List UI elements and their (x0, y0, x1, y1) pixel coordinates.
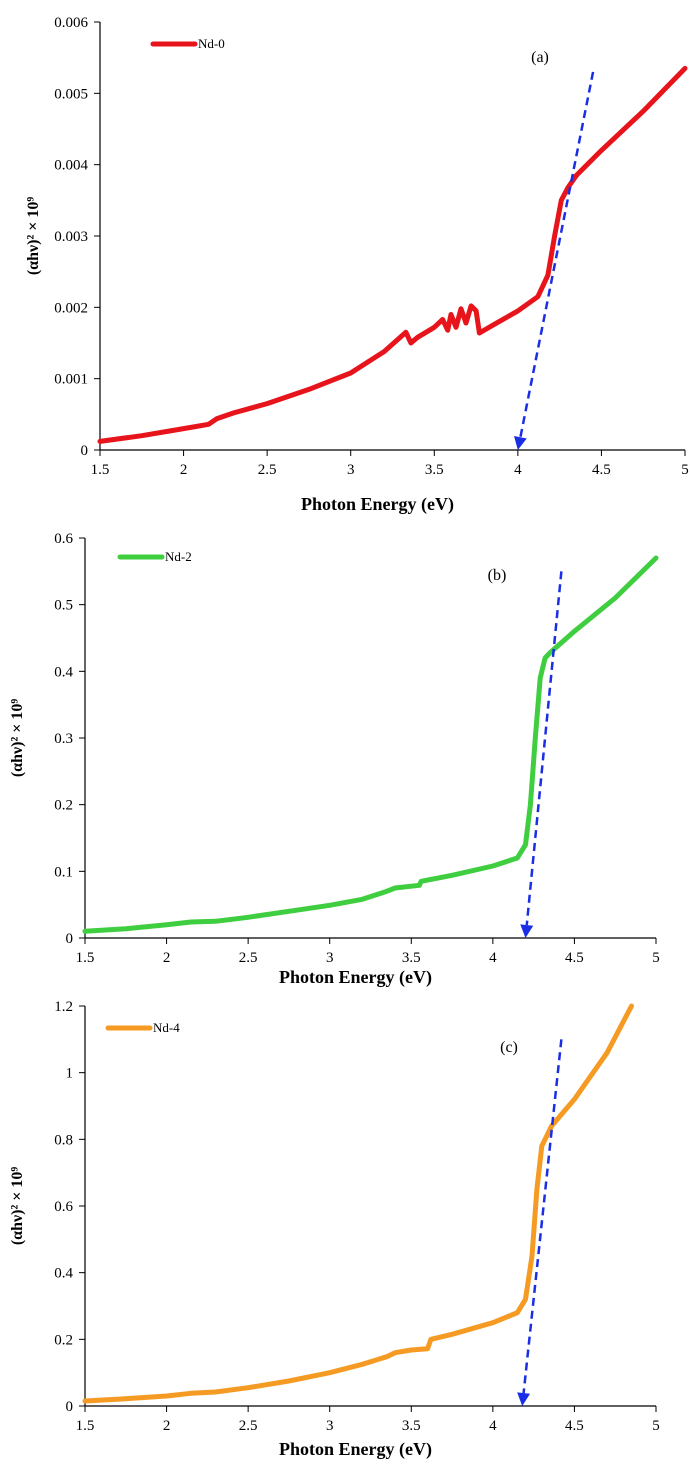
y-tick-label-b: 0 (66, 931, 74, 947)
series-line-b (82, 555, 659, 934)
legend-label-a: Nd-0 (198, 36, 225, 51)
y-tick-label-c: 0.2 (54, 1332, 73, 1348)
x-tick-label-a: 4.5 (592, 462, 611, 478)
x-tick-label-c: 2.5 (239, 1418, 258, 1434)
tangent-arrowhead-b (520, 924, 534, 938)
x-tick-label-b: 3 (326, 950, 334, 966)
tangent-line-b (525, 571, 563, 926)
y-tick-label-b: 0.1 (54, 864, 73, 880)
tangent-line-c (522, 1039, 563, 1394)
y-tick-label-c: 0.8 (54, 1132, 73, 1148)
y-tick-label-b: 0.4 (54, 664, 73, 680)
x-tick-label-a: 2.5 (258, 462, 277, 478)
y-tick-label-a: 0.003 (54, 229, 88, 245)
series-line-a (97, 65, 688, 444)
panel-label-b: (b) (488, 567, 507, 584)
tangent-arrowhead-c (517, 1392, 531, 1406)
x-tick-label-a: 5 (681, 462, 689, 478)
x-tick-label-b: 3.5 (402, 950, 421, 966)
x-tick-label-c: 4 (489, 1418, 497, 1434)
chart-c-svg: 1.5 2 2.5 3 3.5 4 4.5 5 0 0.2 0.4 0.6 0.8 1 1.2 Photon … (9, 999, 660, 1460)
panel-label-a: (a) (531, 49, 549, 66)
y-tick-label-b: 0.3 (54, 731, 73, 747)
y-tick-label-a: 0.006 (54, 15, 88, 31)
x-tick-label-b: 2 (163, 950, 171, 966)
x-tick-label-a: 3 (347, 462, 355, 478)
x-tick-label-b: 2.5 (239, 950, 258, 966)
x-tick-label-c: 2 (163, 1418, 171, 1434)
y-tick-label-a: 0.005 (54, 86, 88, 102)
y-tick-label-a: 0.001 (54, 372, 88, 388)
x-tick-label-b: 4 (489, 950, 497, 966)
legend-label-c: Nd-4 (153, 1020, 180, 1035)
chart-b-svg: 1.5 2 2.5 3 3.5 4 4.5 5 0 0.1 0.2 0.3 0.4 0.5 0.6 Photo… (9, 531, 660, 988)
tangent-line-a (519, 71, 595, 438)
x-tick-label-a: 1.5 (91, 462, 110, 478)
x-axis-title-b: Photon Energy (eV) (279, 967, 432, 988)
y-tick-label-c: 0 (66, 1399, 74, 1415)
y-tick-label-a: 0 (81, 443, 89, 459)
x-tick-label-b: 5 (652, 950, 660, 966)
y-tick-label-c: 1.2 (54, 999, 73, 1015)
legend-label-b: Nd-2 (165, 549, 192, 564)
y-tick-label-b: 0.6 (54, 531, 73, 547)
y-tick-label-a: 0.004 (54, 158, 88, 174)
x-tick-label-b: 1.5 (76, 950, 95, 966)
x-tick-label-a: 4 (514, 462, 522, 478)
x-tick-label-c: 3.5 (402, 1418, 421, 1434)
x-tick-label-c: 5 (652, 1418, 660, 1434)
series-line-c (82, 1003, 634, 1404)
y-tick-label-b: 0.5 (54, 598, 73, 614)
x-tick-label-b: 4.5 (565, 950, 584, 966)
y-tick-label-c: 0.6 (54, 1199, 73, 1215)
x-tick-label-a: 2 (180, 462, 188, 478)
y-tick-label-a: 0.002 (54, 300, 88, 316)
x-tick-label-c: 3 (326, 1418, 334, 1434)
x-tick-label-c: 1.5 (76, 1418, 95, 1434)
chart-panel-c: 1.5 2 2.5 3 3.5 4 4.5 5 0 0.2 0.4 0.6 0.8 1 1.2 Photon … (0, 990, 690, 1465)
x-axis-title-a: Photon Energy (eV) (301, 494, 454, 515)
y-axis-title-b: (αhν)² × 10⁹ (9, 699, 26, 778)
y-tick-label-c: 0.4 (54, 1266, 73, 1282)
chart-panel-b: 1.5 2 2.5 3 3.5 4 4.5 5 0 0.1 0.2 0.3 0.4 0.5 0.6 Photo… (0, 520, 690, 990)
x-tick-label-a: 3.5 (425, 462, 444, 478)
y-tick-label-c: 1 (66, 1066, 74, 1082)
chart-a-svg: 1.5 2 2.5 3 3.5 4 4.5 5 0 0.001 0.002 0.003 0.004 0.0… (25, 15, 689, 515)
tangent-arrowhead-a (514, 435, 527, 450)
x-tick-label-c: 4.5 (565, 1418, 584, 1434)
y-axis-title-a: (αhν)² × 10⁹ (25, 197, 42, 276)
y-tick-label-b: 0.2 (54, 798, 73, 814)
x-axis-title-c: Photon Energy (eV) (279, 1439, 432, 1460)
chart-panel-a: 1.5 2 2.5 3 3.5 4 4.5 5 0 0.001 0.002 0.003 0.004 0.0… (0, 0, 690, 520)
y-axis-title-c: (αhν)² × 10⁹ (9, 1167, 26, 1246)
panel-label-c: (c) (500, 1039, 518, 1056)
